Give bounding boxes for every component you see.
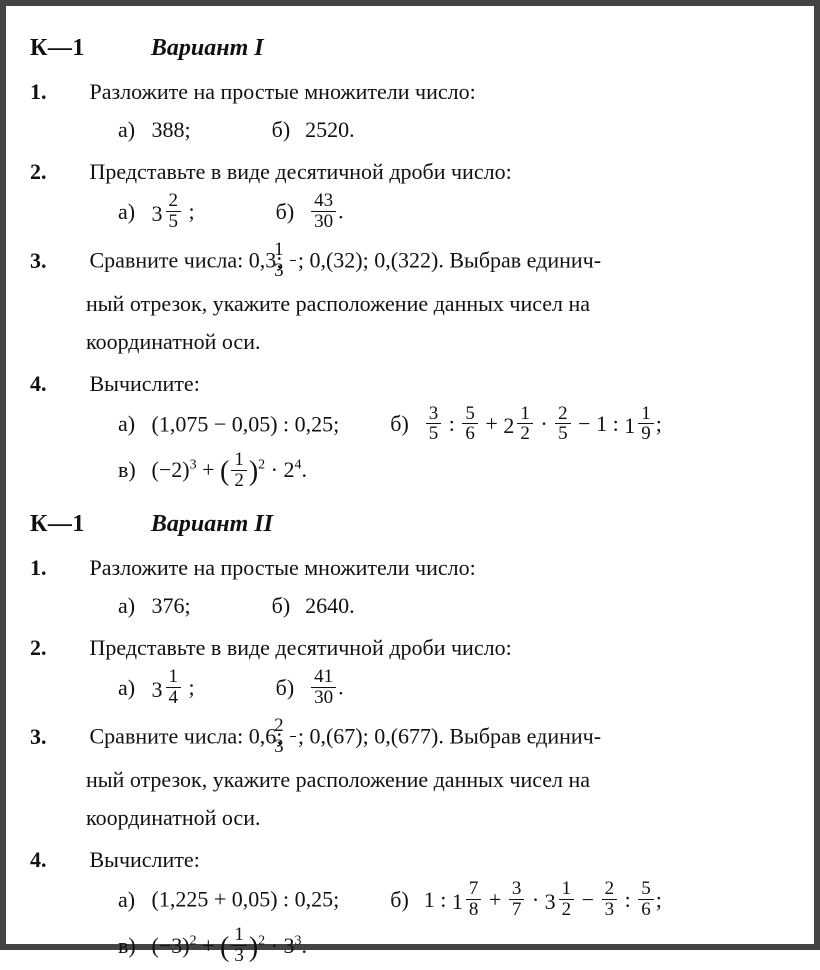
fraction-b: 4130: [311, 667, 336, 708]
problem-number: 3.: [58, 720, 84, 754]
p3-pre: Сравните числа: 0,3;: [90, 248, 288, 273]
problem-text: Разложите на простые множители число:: [90, 555, 476, 580]
part-label: в): [118, 929, 146, 963]
p3-post: ; 0,(32); 0,(322). Выбрав единич-: [298, 248, 601, 273]
problem-1-parts: а) 376; б) 2640.: [118, 589, 790, 623]
problem-3: 3. Сравните числа: 0,3; 13; 0,(32); 0,(3…: [58, 242, 790, 359]
part-a-text: (1,075 − 0,05) : 0,25;: [152, 411, 340, 436]
problem-number: 3.: [58, 244, 84, 278]
part-label: а): [118, 671, 146, 705]
problem-2: 2. Представьте в виде десятичной дроби ч…: [58, 631, 790, 710]
problem-text: Представьте в виде десятичной дроби числ…: [90, 635, 512, 660]
part-b-expr: 35 : 56 + 212 · 25 − 1 : 119;: [424, 411, 662, 436]
p3-line2: ный отрезок, укажите расположение данных…: [86, 287, 790, 321]
problem-1: 1. Разложите на простые множители число:…: [58, 551, 790, 623]
problem-list-v1: 1. Разложите на простые множители число:…: [30, 75, 790, 494]
problem-4-c: в) (−3)2 + (13)2 · 33.: [118, 926, 790, 969]
problem-number: 2.: [58, 631, 84, 665]
problem-4: 4. Вычислите: а) (1,075 − 0,05) : 0,25; …: [58, 367, 790, 493]
part-b-expr: 1 : 178 + 37 · 312 − 23 : 56;: [424, 887, 662, 912]
problem-4-ab: а) (1,075 − 0,05) : 0,25; б) 35 : 56 + 2…: [118, 406, 790, 447]
part-label: б): [272, 589, 300, 623]
problem-text: Разложите на простые множители число:: [90, 79, 476, 104]
problem-1: 1. Разложите на простые множители число:…: [58, 75, 790, 147]
p3-pre: Сравните числа: 0,6;: [90, 724, 288, 749]
part-label: б): [272, 113, 300, 147]
heading-label: К—1: [30, 35, 85, 61]
part-text: 2520.: [305, 117, 355, 142]
problem-text: Вычислите:: [90, 847, 200, 872]
part-label: б): [276, 195, 304, 229]
fraction-p3: 23: [290, 716, 296, 757]
part-c-expr: (−3)2 + (13)2 · 33.: [152, 933, 307, 958]
problem-number: 4.: [58, 843, 84, 877]
problem-number: 1.: [58, 75, 84, 109]
mixed-fraction-a: 314: [152, 675, 189, 700]
p3-post: ; 0,(67); 0,(677). Выбрав единич-: [298, 724, 601, 749]
heading-v1: К—1 Вариант I: [30, 30, 790, 67]
part-label: а): [118, 407, 146, 441]
problem-1-parts: а) 388; б) 2520.: [118, 113, 790, 147]
part-label: а): [118, 883, 146, 917]
heading-v2: К—1 Вариант II: [30, 506, 790, 543]
part-label: б): [390, 407, 418, 441]
p3-line3: координатной оси.: [86, 325, 790, 359]
problem-2: 2. Представьте в виде десятичной дроби ч…: [58, 155, 790, 234]
problem-2-parts: а) 314 ; б) 4130.: [118, 669, 790, 710]
part-c-expr: (−2)3 + (12)2 · 24.: [152, 457, 307, 482]
problem-number: 2.: [58, 155, 84, 189]
problem-list-v2: 1. Разложите на простые множители число:…: [30, 551, 790, 970]
fraction-p3: 13: [290, 240, 296, 281]
part-a-text: (1,225 + 0,05) : 0,25;: [152, 887, 340, 912]
problem-3: 3. Сравните числа: 0,6; 23; 0,(67); 0,(6…: [58, 718, 790, 835]
problem-text: Вычислите:: [90, 371, 200, 396]
fraction-b: 4330: [311, 191, 336, 232]
part-label: а): [118, 589, 146, 623]
part-label: а): [118, 195, 146, 229]
part-label: в): [118, 453, 146, 487]
part-label: а): [118, 113, 146, 147]
problem-number: 1.: [58, 551, 84, 585]
part-text: 2640.: [305, 593, 355, 618]
part-text: 376;: [152, 593, 191, 618]
part-text: 388;: [152, 117, 191, 142]
heading-variant: Вариант I: [151, 35, 264, 61]
problem-4-ab: а) (1,225 + 0,05) : 0,25; б) 1 : 178 + 3…: [118, 881, 790, 922]
p3-line3: координатной оси.: [86, 801, 790, 835]
problem-4-c: в) (−2)3 + (12)2 · 24.: [118, 450, 790, 493]
heading-variant: Вариант II: [151, 511, 273, 537]
mixed-fraction-a: 325: [152, 199, 189, 224]
heading-label: К—1: [30, 511, 85, 537]
problem-number: 4.: [58, 367, 84, 401]
problem-4: 4. Вычислите: а) (1,225 + 0,05) : 0,25; …: [58, 843, 790, 969]
part-label: б): [276, 671, 304, 705]
part-label: б): [390, 883, 418, 917]
p3-line2: ный отрезок, укажите расположение данных…: [86, 763, 790, 797]
problem-2-parts: а) 325 ; б) 4330.: [118, 193, 790, 234]
problem-text: Представьте в виде десятичной дроби числ…: [90, 159, 512, 184]
